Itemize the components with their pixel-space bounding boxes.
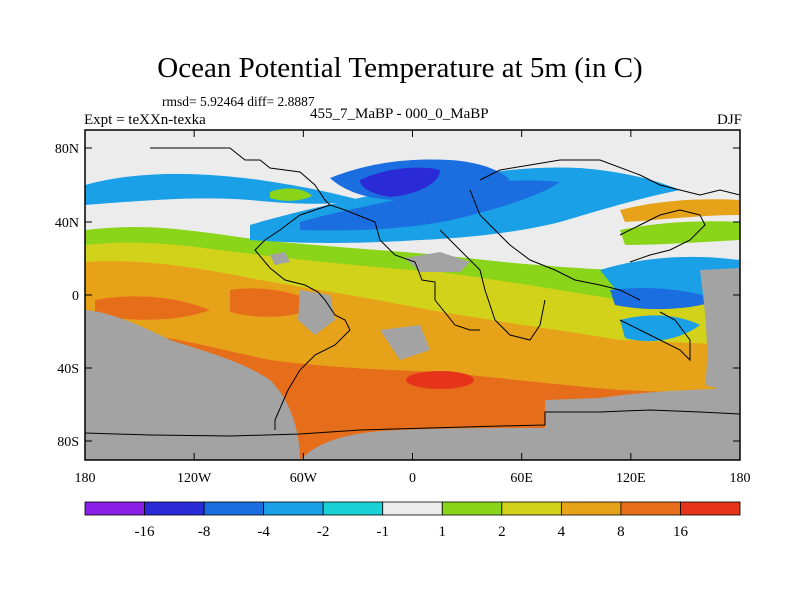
colorbar-swatch <box>441 501 503 516</box>
colorbar-label: 16 <box>673 524 689 540</box>
lat-tick-label: 80S <box>57 435 79 450</box>
colorbar-label: -4 <box>257 524 270 540</box>
colorbar-label: 4 <box>558 524 566 540</box>
coastlines <box>85 147 740 437</box>
lon-tick-label: 180 <box>75 471 96 486</box>
colorbar-swatch <box>322 501 384 516</box>
colorbar-label: 2 <box>498 524 506 540</box>
lon-tick-label: 60E <box>510 471 533 486</box>
colorbar-swatch <box>501 501 562 516</box>
colorbar: -16 -8 -4 -2 -1 1 2 4 8 16 <box>84 501 741 540</box>
map-title: Ocean Potential Temperature at 5m (in C) <box>157 52 643 84</box>
colorbar-swatch <box>203 501 265 516</box>
lat-tick-label: 40S <box>57 362 79 377</box>
colorbar-label: -16 <box>135 524 155 540</box>
lat-tick-label: 80N <box>55 142 79 157</box>
rmsd-stats: rmsd= 5.92464 diff= 2.8887 <box>162 94 315 109</box>
lon-tick-label: 60W <box>290 471 318 486</box>
colorbar-label: 8 <box>617 524 625 540</box>
colorbar-label: 1 <box>439 524 447 540</box>
colorbar-label: -1 <box>376 524 389 540</box>
colorbar-swatch <box>263 501 324 516</box>
axis-ticks: 80N 40N 0 40S 80S 180 120W 60W 0 60E 120E 180 <box>55 130 751 486</box>
temperature-field <box>85 130 740 460</box>
comparison-label: 455_7_MaBP - 000_0_MaBP <box>310 106 489 122</box>
season-label: DJF <box>716 112 742 128</box>
colorbar-swatch <box>560 501 622 516</box>
colorbar-swatch <box>680 501 741 516</box>
colorbar-swatch <box>620 501 681 516</box>
experiment-label: Expt = teXXn-texka <box>84 112 206 128</box>
lat-tick-label: 40N <box>55 216 79 231</box>
lon-tick-label: 180 <box>730 471 751 486</box>
colorbar-label: -2 <box>317 524 330 540</box>
colorbar-swatch <box>382 501 443 516</box>
lon-tick-label: 120W <box>177 471 212 486</box>
lon-tick-label: 120E <box>616 471 646 486</box>
colorbar-swatch <box>144 501 205 516</box>
colorbar-swatch <box>84 501 145 516</box>
lon-tick-label: 0 <box>409 471 416 486</box>
lat-tick-label: 0 <box>72 289 79 304</box>
colorbar-label: -8 <box>198 524 211 540</box>
